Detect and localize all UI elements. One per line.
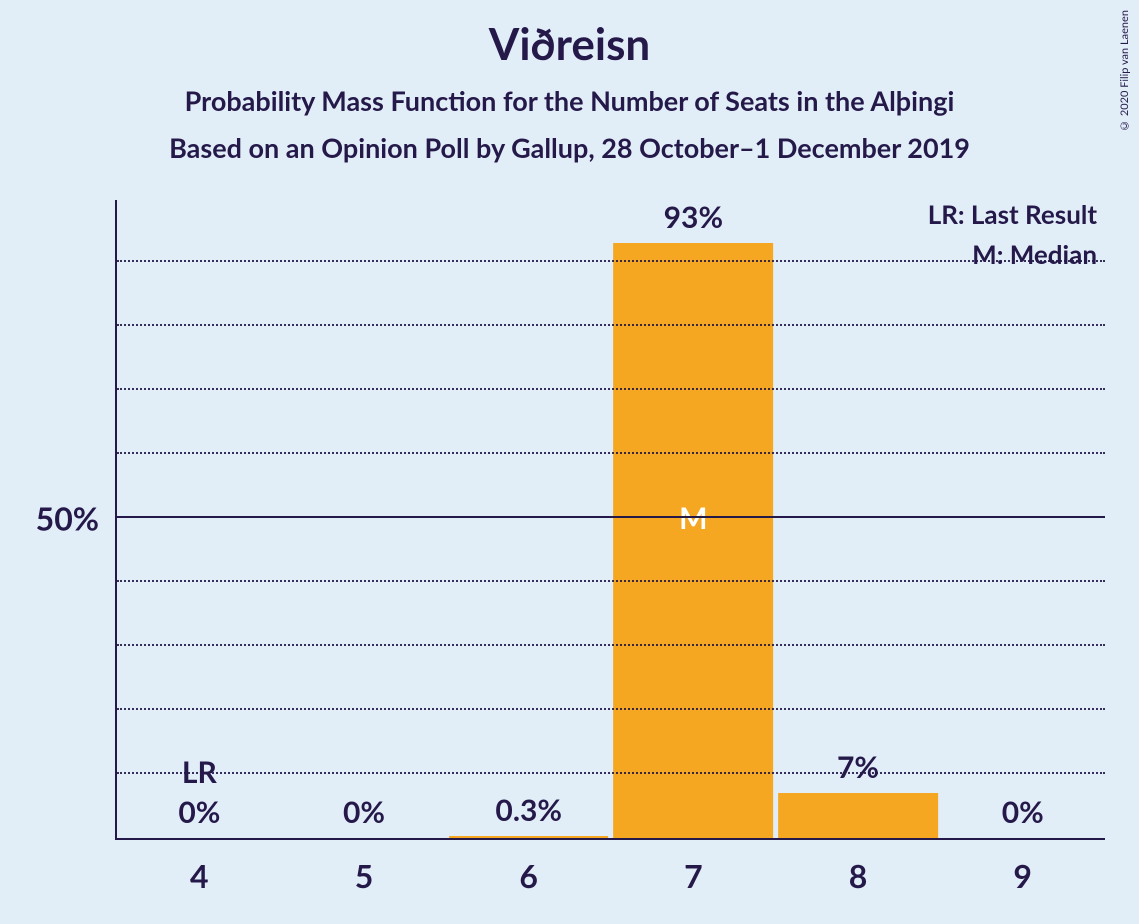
copyright-text: © 2020 Filip van Laenen — [1118, 10, 1131, 132]
bar-value-label: 7% — [837, 749, 879, 785]
bar — [613, 243, 773, 838]
bar — [778, 793, 938, 838]
x-tick-label: 4 — [190, 856, 209, 895]
bar-value-label: 0% — [178, 794, 220, 830]
bar-value-label: 93% — [664, 199, 723, 235]
median-marker: M — [679, 500, 707, 536]
bars-container: 0%LR40%50.3%693%M77%80%9 — [117, 200, 1105, 838]
bar-value-label: 0% — [1002, 794, 1044, 830]
bar-value-label: 0.3% — [495, 792, 562, 828]
chart-area: LR: Last Result M: Median 0%LR40%50.3%69… — [115, 200, 1105, 840]
bar-slot: 93%M7 — [611, 200, 776, 838]
y-tick-label: 50% — [36, 499, 99, 538]
x-tick-label: 6 — [519, 856, 538, 895]
grid-minor — [117, 452, 1105, 454]
bar-slot: 0%5 — [282, 200, 447, 838]
grid-minor — [117, 388, 1105, 390]
grid-minor — [117, 580, 1105, 582]
bar-slot: 7%8 — [776, 200, 941, 838]
grid-major — [117, 516, 1105, 518]
x-tick-label: 5 — [355, 856, 374, 895]
grid-minor — [117, 644, 1105, 646]
bar-slot: 0%LR4 — [117, 200, 282, 838]
grid-minor — [117, 708, 1105, 710]
bar — [449, 836, 609, 838]
bar-value-label: 0% — [343, 794, 385, 830]
grid-minor — [117, 260, 1105, 262]
x-tick-label: 7 — [684, 856, 703, 895]
grid-minor — [117, 772, 1105, 774]
bar-slot: 0%9 — [940, 200, 1105, 838]
chart-title: Viðreisn — [0, 0, 1139, 70]
chart-subtitle-2: Based on an Opinion Poll by Gallup, 28 O… — [0, 131, 1139, 164]
grid-minor — [117, 324, 1105, 326]
plot-region: LR: Last Result M: Median 0%LR40%50.3%69… — [115, 200, 1105, 840]
x-tick-label: 9 — [1013, 856, 1032, 895]
chart-subtitle-1: Probability Mass Function for the Number… — [0, 84, 1139, 117]
bar-slot: 0.3%6 — [446, 200, 611, 838]
x-tick-label: 8 — [849, 856, 868, 895]
